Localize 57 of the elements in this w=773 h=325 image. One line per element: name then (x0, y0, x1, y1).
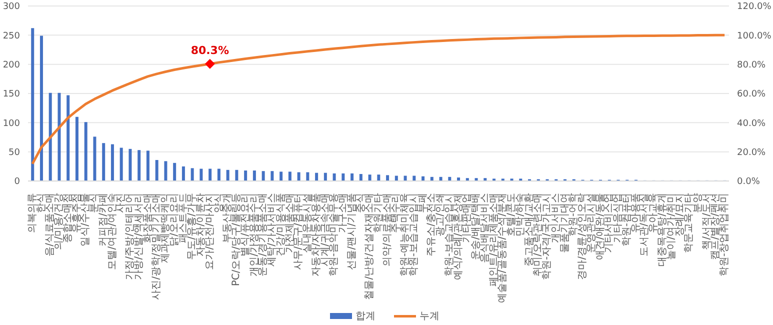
x-tick-label: 한식 (36, 193, 47, 213)
x-tick-label: 유아용품 (630, 193, 642, 233)
x-tick-label: 시계/귀금속소매 (320, 193, 331, 266)
y2-tick-label: 120.0% (737, 2, 772, 12)
y2-tick-label: 60.0% (737, 90, 766, 100)
y-tick-label: 300 (2, 2, 20, 12)
y-tick-label: 0 (14, 177, 20, 188)
x-tick-label: 대중목욕탕/휴게 (656, 193, 668, 266)
x-tick-label: 의복의류 (26, 193, 38, 233)
x-tick-label: 개인/가정용품수리 (248, 193, 260, 276)
x-tick-label: 음식배달서비스 (479, 193, 490, 263)
x-tick-label: 종합소매점 (62, 193, 74, 243)
x-tick-label: 중고품소매/교환 (524, 193, 535, 266)
x-tick-label: 민박/하숙 (514, 193, 526, 236)
y-tick-label: 100 (2, 118, 20, 129)
y2-tick-label: 20.0% (737, 148, 766, 158)
x-tick-label: 요가/단전/마사지 (204, 193, 216, 270)
x-tick-label: 학원-창업취업취미 (719, 193, 730, 277)
x-tick-label: 개인서비스 (550, 193, 562, 243)
y2-tick-label: 80.0% (737, 60, 766, 71)
x-tick-label: 학원-보습교습입시 (408, 193, 420, 277)
x-tick-label: 가방/신발/액세서리 (133, 193, 144, 280)
legend-label: 누계 (420, 310, 440, 323)
x-tick-label: 운영관리시설 (586, 193, 597, 253)
x-tick-label: 패스트푸드 (178, 193, 189, 243)
x-tick-label: 학원-컴퓨터 (621, 193, 632, 247)
x-tick-label: 중식 (355, 193, 366, 213)
x-tick-label: 예식/의례/관혼상제 (452, 193, 464, 280)
x-tick-label: 물품기기대여 (559, 193, 570, 253)
x-tick-label: 유흥주점 (71, 193, 82, 233)
x-tick-label: 양식 (213, 193, 224, 213)
x-tick-label: 애견/애완/동물 (594, 193, 606, 260)
x-tick-label: 자동차/자동차용품 (310, 193, 322, 276)
x-tick-label: 학원기타 (373, 193, 384, 233)
x-tick-label: 모텔/여관/여인숙 (106, 193, 118, 270)
x-tick-label: 커피점/카페 (98, 193, 109, 246)
legend-label: 합계 (356, 310, 376, 323)
y2-tick-label: 40.0% (737, 118, 766, 129)
y-tick-label: 200 (2, 60, 20, 71)
y-tick-label: 250 (2, 31, 20, 42)
y2-tick-label: 100.0% (737, 31, 772, 42)
x-tick-label: 건강/미용식품 (275, 193, 286, 256)
x-tick-label: 선물/팬시/기념품 (346, 193, 358, 270)
x-tick-label: 놀이/여가/취미 (666, 193, 677, 260)
y2-tick-label: 0.0% (737, 177, 760, 188)
x-tick-label: 화장품소매 (142, 193, 154, 243)
x-tick-label: 분양 (692, 193, 704, 213)
x-tick-label: 페인트/유리제품소매 (488, 193, 500, 286)
x-tick-label: 학원-보습교습입시 (444, 193, 455, 277)
y-tick-label: 150 (2, 90, 20, 100)
y-tick-label: 50 (8, 148, 20, 158)
x-tick-label: 별식/퓨전요리 (240, 193, 251, 256)
x-tick-label: 닭/오리요리 (168, 193, 180, 246)
x-tick-label: 의약/의료품소매 (382, 193, 393, 266)
x-tick-label: 책/서적/도서 (701, 193, 712, 250)
x-tick-label: 부페 (417, 193, 428, 213)
data-label: 80.3% (190, 44, 229, 57)
